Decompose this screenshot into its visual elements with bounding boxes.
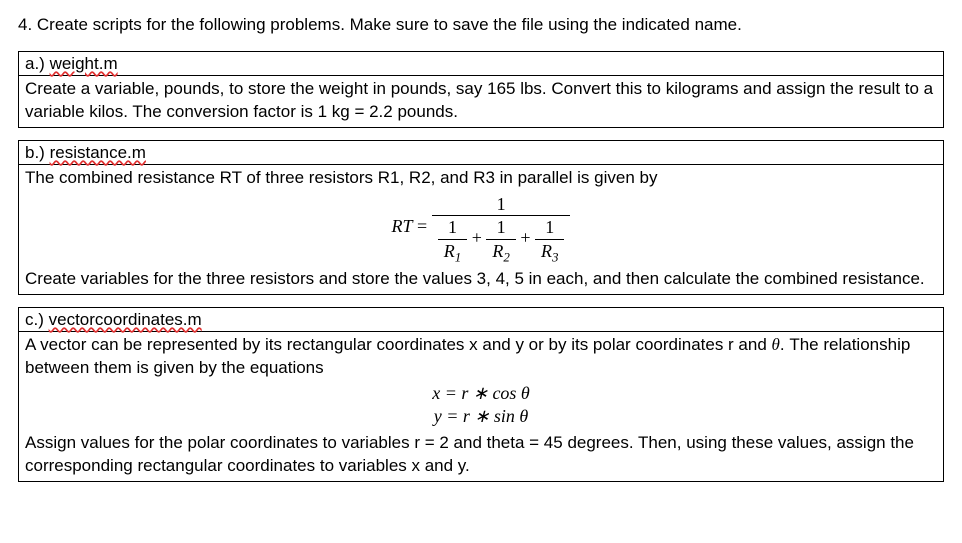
formula-main-num: 1 [432, 194, 571, 217]
problem-b-formula: RT = 1 1 R1 + 1 R2 + 1 [25, 194, 937, 262]
formula-plus2: + [520, 228, 530, 248]
problem-b-letter: b.) [25, 143, 45, 162]
problem-c-box: c.) vectorcoordinates.m A vector can be … [18, 307, 944, 483]
problem-c-eq2: y = r ∗ sin θ [25, 405, 937, 428]
formula-d3-den: R3 [535, 240, 564, 262]
problem-a-letter: a.) [25, 54, 45, 73]
problem-b-header: b.) resistance.m [19, 141, 943, 165]
problem-b-box: b.) resistance.m The combined resistance… [18, 140, 944, 295]
problem-a-body: Create a variable, pounds, to store the … [19, 76, 943, 127]
problem-c-header: c.) vectorcoordinates.m [19, 308, 943, 332]
formula-d3-num: 1 [535, 217, 564, 240]
problem-c-equations: x = r ∗ cos θ y = r ∗ sin θ [25, 382, 937, 429]
formula-main-den: 1 R1 + 1 R2 + 1 R3 [432, 216, 571, 261]
problem-a-filename: weight.m [50, 54, 118, 73]
problem-a-header: a.) weight.m [19, 52, 943, 76]
problem-a-box: a.) weight.m Create a variable, pounds, … [18, 51, 944, 128]
formula-d1-num: 1 [438, 217, 467, 240]
formula-d3: 1 R3 [535, 217, 564, 261]
formula-d2-num: 1 [486, 217, 515, 240]
problem-c-filename: vectorcoordinates.m [49, 310, 202, 329]
formula-d2-den: R2 [486, 240, 515, 262]
problem-c-letter: c.) [25, 310, 44, 329]
problem-b-body: The combined resistance RT of three resi… [19, 165, 943, 294]
problem-c-body: A vector can be represented by its recta… [19, 332, 943, 482]
problem-c-theta: θ [772, 335, 780, 354]
problem-c-intro-pre: A vector can be represented by its recta… [25, 335, 772, 354]
formula-plus1: + [472, 228, 482, 248]
question-prompt: 4. Create scripts for the following prob… [18, 14, 944, 37]
problem-c-outro: Assign values for the polar coordinates … [25, 433, 914, 475]
formula-d2: 1 R2 [486, 217, 515, 261]
formula-d1-den: R1 [438, 240, 467, 262]
problem-c-eq1: x = r ∗ cos θ [25, 382, 937, 405]
problem-b-filename: resistance.m [50, 143, 146, 162]
formula-eq: = [417, 216, 427, 236]
problem-b-intro: The combined resistance RT of three resi… [25, 168, 657, 187]
formula-d1: 1 R1 [438, 217, 467, 261]
formula-lhs: RT [392, 216, 413, 236]
problem-b-outro: Create variables for the three resistors… [25, 269, 925, 288]
formula-main-frac: 1 1 R1 + 1 R2 + 1 R3 [432, 194, 571, 262]
